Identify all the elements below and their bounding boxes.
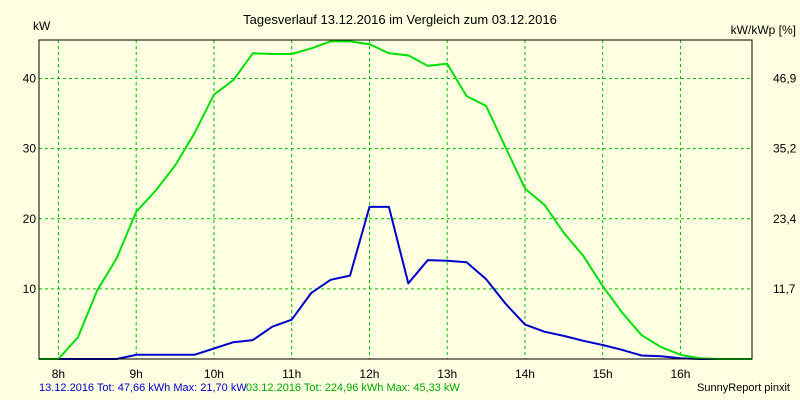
y-tick-label-right: 23,4 [773, 212, 797, 226]
y-tick-label-right: 35,2 [773, 142, 797, 156]
chart-title: Tagesverlauf 13.12.2016 im Vergleich zum… [243, 12, 557, 27]
series-lines [39, 40, 752, 360]
y-tick-label-left: 20 [23, 212, 37, 226]
x-tick-label: 9h [130, 367, 143, 381]
series-line-blue [39, 205, 752, 360]
grid [39, 40, 752, 359]
tick-labels: 8h 9h 10h 11h 12h 13h 14h 15h 16h 10 11,7 20 23,4 30 3… [23, 72, 797, 381]
x-tick-label: 14h [515, 367, 535, 381]
y-axis-right-label: kW/kWp [%] [731, 23, 796, 37]
plot-frame [38, 39, 753, 360]
y-tick-label-left: 40 [23, 72, 37, 86]
y-tick-label-right: 46,9 [773, 72, 797, 86]
x-tick-label: 12h [359, 367, 379, 381]
footer-credit: SunnyReport pinxit [697, 382, 790, 394]
y-tick-label-left: 10 [23, 282, 37, 296]
y-tick-label-right: 11,7 [773, 282, 796, 296]
x-tick-label: 10h [204, 367, 224, 381]
footer-series-green: 03.12.2016 Tot: 224,96 kWh Max: 45,33 kW [246, 382, 460, 394]
x-tick-label: 8h [52, 367, 65, 381]
x-tick-label: 11h [282, 367, 301, 381]
x-tick-label: 16h [670, 367, 690, 381]
y-tick-label-left: 30 [23, 142, 37, 156]
x-tick-label: 13h [437, 367, 457, 381]
x-tick-label: 15h [593, 367, 613, 381]
footer-series-blue: 13.12.2016 Tot: 47,66 kWh Max: 21,70 kW [39, 382, 247, 394]
series-line-green [39, 40, 752, 360]
y-axis-left-label: kW [33, 19, 51, 33]
